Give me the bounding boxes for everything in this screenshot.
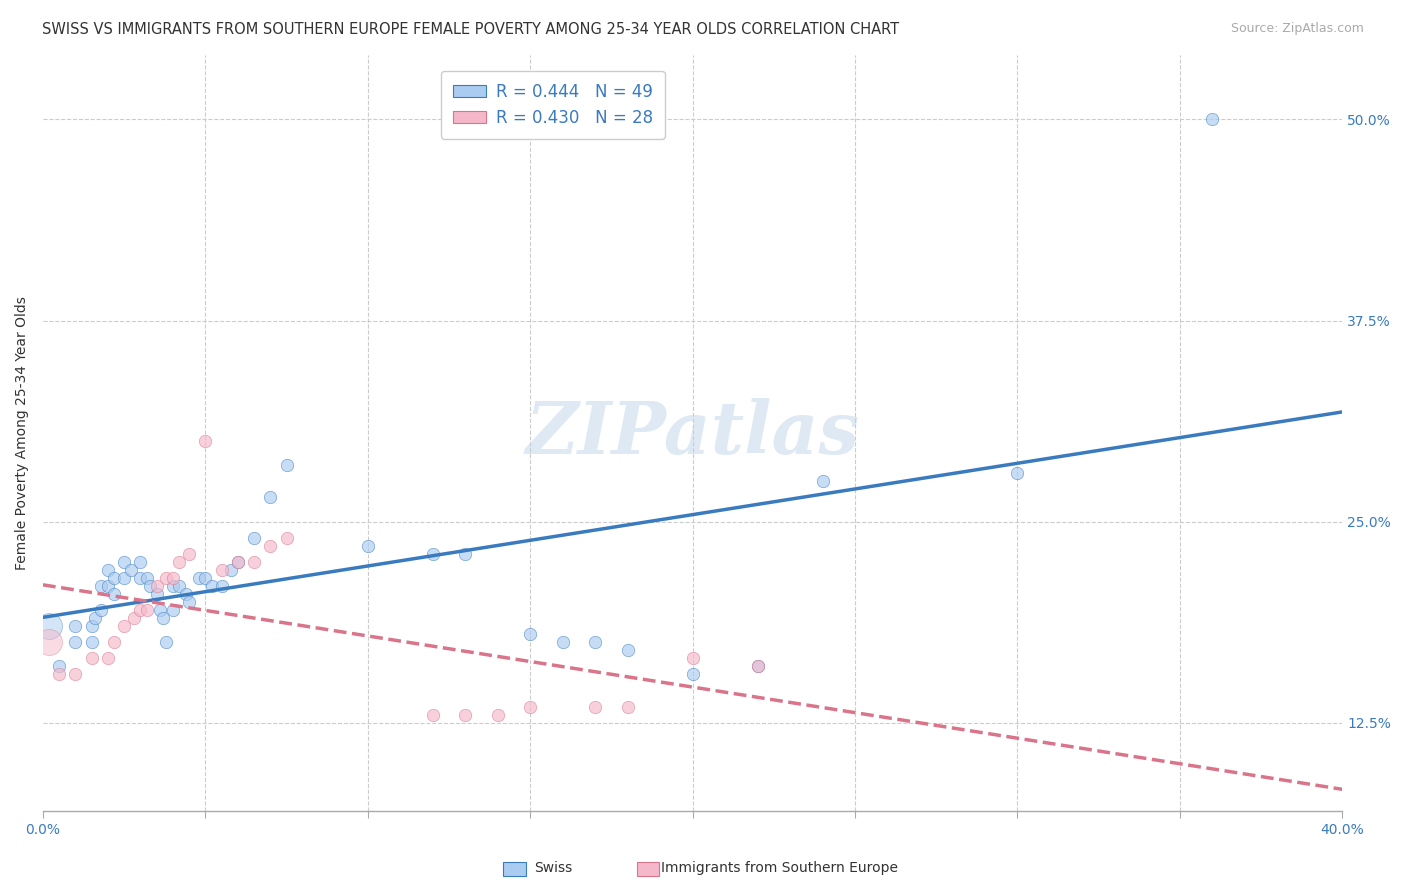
Point [519,699,541,714]
Text: Swiss: Swiss [534,861,572,875]
Point [259,539,281,553]
Point [135,603,157,617]
Point [80,619,103,633]
Point [551,635,574,649]
Y-axis label: Female Poverty Among 25-34 Year Olds: Female Poverty Among 25-34 Year Olds [15,296,30,570]
Point [155,571,177,585]
Point [48,659,70,673]
Point [616,643,638,657]
Point [80,635,103,649]
Point [422,547,444,561]
Point [48,667,70,681]
Point [486,707,509,722]
Text: SWISS VS IMMIGRANTS FROM SOUTHERN EUROPE FEMALE POVERTY AMONG 25-34 YEAR OLDS CO: SWISS VS IMMIGRANTS FROM SOUTHERN EUROPE… [42,22,900,37]
Point [139,579,162,593]
Point [129,571,152,585]
Point [90,579,112,593]
Point [616,699,638,714]
Point [201,579,224,593]
Point [152,611,174,625]
Point [211,579,233,593]
Point [276,458,298,473]
Point [194,434,217,449]
Point [221,563,243,577]
Point [97,563,120,577]
Point [155,635,177,649]
Point [519,627,541,641]
Point [187,571,209,585]
Point [38,635,60,649]
Point [38,619,60,633]
Point [1007,467,1029,481]
Point [169,555,191,569]
Point [243,531,266,545]
Point [103,635,125,649]
Point [120,563,142,577]
Point [97,651,120,665]
Point [149,603,172,617]
Point [145,587,167,601]
Point [243,555,266,569]
Point [112,571,135,585]
Point [112,555,135,569]
Point [211,563,233,577]
Legend: R = 0.444   N = 49, R = 0.430   N = 28: R = 0.444 N = 49, R = 0.430 N = 28 [441,71,665,138]
Point [276,531,298,545]
Point [682,651,704,665]
Point [226,555,249,569]
Point [80,651,103,665]
Point [811,475,834,489]
Text: Source: ZipAtlas.com: Source: ZipAtlas.com [1230,22,1364,36]
Point [65,635,87,649]
Point [177,595,200,609]
Point [162,579,184,593]
Point [747,659,769,673]
Point [177,547,200,561]
Point [357,539,380,553]
Point [226,555,249,569]
Point [583,699,606,714]
Point [135,571,157,585]
Point [90,603,112,617]
Point [112,619,135,633]
Point [169,579,191,593]
Point [682,667,704,681]
Point [194,571,217,585]
Point [174,587,197,601]
Point [1201,112,1223,127]
Point [129,603,152,617]
Point [103,571,125,585]
Point [162,571,184,585]
Point [422,707,444,722]
Point [583,635,606,649]
Point [97,579,120,593]
Text: Immigrants from Southern Europe: Immigrants from Southern Europe [661,861,898,875]
Point [83,611,105,625]
Point [259,491,281,505]
Point [129,555,152,569]
Point [65,667,87,681]
Point [454,547,477,561]
Text: ZIPatlas: ZIPatlas [526,398,859,468]
Point [103,587,125,601]
Point [122,611,145,625]
Point [454,707,477,722]
Point [145,579,167,593]
Point [747,659,769,673]
Point [65,619,87,633]
Point [162,603,184,617]
